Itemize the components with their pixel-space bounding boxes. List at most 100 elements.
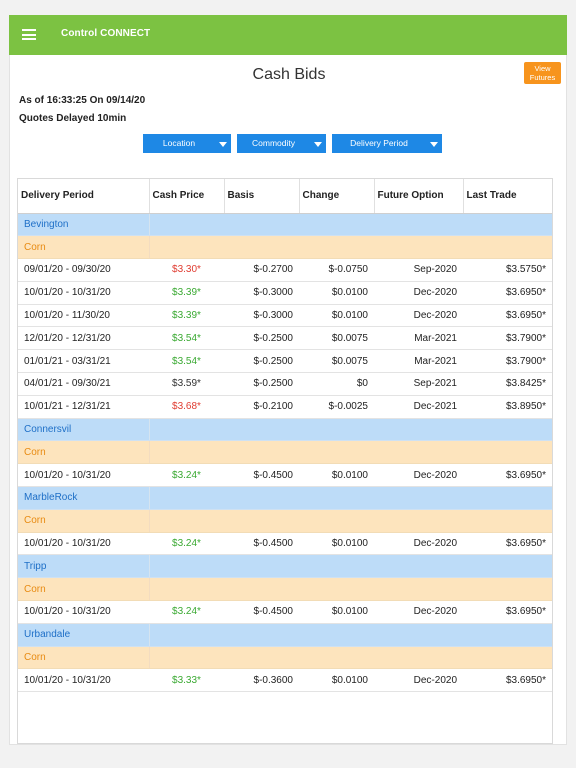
cash-price-cell: $3.24* [149,600,224,624]
change-cell: $0.0100 [299,281,374,305]
cash-bids-table: Delivery Period Cash Price Basis Change … [17,178,553,744]
bid-row: 12/01/20 - 12/31/20 $3.54* $-0.2500 $0.0075… [18,326,552,351]
group-row-spacer [149,440,552,465]
basis-cell: $-0.3000 [224,304,299,328]
change-cell: $0.0075 [299,349,374,374]
future-option-cell: Sep-2020 [374,258,463,282]
location-filter-dropdown[interactable]: Location [143,134,231,153]
location-group-row: MarbleRock [18,486,552,510]
basis-cell: $-0.4500 [224,600,299,624]
change-cell: $-0.0025 [299,395,374,419]
group-row-spacer [149,554,552,579]
caret-down-icon [430,142,438,147]
last-trade-cell: $3.7900* [463,349,552,374]
bid-row: 10/01/20 - 10/31/20 $3.24* $-0.4500 $0.0100… [18,532,552,556]
header-change[interactable]: Change [299,179,375,214]
commodity-filter-label: Commodity [252,138,295,148]
change-cell: $0.0100 [299,304,374,328]
commodity-filter-dropdown[interactable]: Commodity [237,134,326,153]
commodity-group-row: Corn [18,235,552,260]
change-cell: $0.0100 [299,463,374,488]
delivery-period-cell: 10/01/20 - 10/31/20 [18,668,149,693]
as-of-timestamp: As of 16:33:25 On 09/14/20 [19,95,146,106]
bid-row: 04/01/21 - 09/30/21 $3.59* $-0.2500 $0 Sep-2… [18,372,552,396]
view-futures-label-line1: View [534,64,551,73]
change-cell: $0.0100 [299,532,374,556]
group-row-spacer [149,577,552,602]
basis-cell: $-0.4500 [224,532,299,556]
cash-price-cell: $3.54* [149,326,224,351]
header-basis[interactable]: Basis [224,179,300,214]
commodity-name: Corn [18,577,150,602]
last-trade-cell: $3.6950* [463,668,552,693]
future-option-cell: Dec-2020 [374,281,463,305]
cash-price-cell: $3.68* [149,395,224,419]
commodity-name: Corn [18,440,150,465]
quotes-delay-note: Quotes Delayed 10min [19,113,127,124]
basis-cell: $-0.2100 [224,395,299,419]
cash-price-cell: $3.59* [149,372,224,396]
delivery-period-cell: 12/01/20 - 12/31/20 [18,326,149,351]
header-delivery-period[interactable]: Delivery Period [18,179,150,214]
commodity-group-row: Corn [18,440,552,465]
view-futures-label-line2: Futures [529,73,556,82]
group-row-spacer [149,646,552,670]
page-title: Cash Bids [252,66,326,83]
delivery-period-cell: 04/01/21 - 09/30/21 [18,372,149,396]
cash-price-cell: $3.33* [149,668,224,693]
last-trade-cell: $3.6950* [463,281,552,305]
last-trade-cell: $3.6950* [463,463,552,488]
delivery-period-cell: 09/01/20 - 09/30/20 [18,258,149,282]
group-row-spacer [149,418,552,442]
change-cell: $0.0075 [299,326,374,351]
location-name: MarbleRock [18,486,150,510]
change-cell: $0.0100 [299,600,374,624]
location-name: Connersvil [18,418,150,442]
bid-row: 10/01/20 - 10/31/20 $3.24* $-0.4500 $0.0100… [18,463,552,488]
basis-cell: $-0.4500 [224,463,299,488]
future-option-cell: Sep-2021 [374,372,463,396]
last-trade-cell: $3.8425* [463,372,552,396]
location-name: Tripp [18,554,150,579]
change-cell: $0 [299,372,374,396]
group-row-spacer [149,623,552,647]
bid-row: 10/01/20 - 10/31/20 $3.33* $-0.3600 $0.0100… [18,668,552,693]
header-cash-price[interactable]: Cash Price [149,179,225,214]
commodity-group-row: Corn [18,509,552,533]
bid-row: 09/01/20 - 09/30/20 $3.30* $-0.2700 $-0.075… [18,258,552,282]
delivery-period-cell: 10/01/20 - 10/31/20 [18,600,149,624]
cash-price-cell: $3.54* [149,349,224,374]
future-option-cell: Mar-2021 [374,326,463,351]
last-trade-cell: $3.5750* [463,258,552,282]
table-header-row: Delivery Period Cash Price Basis Change … [18,179,552,214]
cash-price-cell: $3.24* [149,532,224,556]
future-option-cell: Dec-2020 [374,532,463,556]
caret-down-icon [219,142,227,147]
last-trade-cell: $3.6950* [463,532,552,556]
future-option-cell: Dec-2020 [374,463,463,488]
future-option-cell: Dec-2020 [374,668,463,693]
delivery-period-cell: 10/01/20 - 10/31/20 [18,532,149,556]
last-trade-cell: $3.7900* [463,326,552,351]
change-cell: $-0.0750 [299,258,374,282]
future-option-cell: Mar-2021 [374,349,463,374]
location-group-row: Bevington [18,213,552,237]
hamburger-menu-icon[interactable] [22,29,36,40]
location-group-row: Urbandale [18,623,552,647]
group-row-spacer [149,235,552,260]
commodity-group-row: Corn [18,577,552,602]
location-group-row: Connersvil [18,418,552,442]
group-row-spacer [149,509,552,533]
cash-price-cell: $3.24* [149,463,224,488]
cash-price-cell: $3.30* [149,258,224,282]
header-future-option[interactable]: Future Option [374,179,464,214]
view-futures-button[interactable]: View Futures [524,62,561,84]
app-title: Control CONNECT [61,28,151,39]
bid-row: 01/01/21 - 03/31/21 $3.54* $-0.2500 $0.0075… [18,349,552,374]
change-cell: $0.0100 [299,668,374,693]
delivery-period-filter-dropdown[interactable]: Delivery Period [332,134,442,153]
table-body: Bevington Corn 09/01/20 - 09/30/20 $3.30* $-… [18,213,552,693]
last-trade-cell: $3.6950* [463,304,552,328]
delivery-period-filter-label: Delivery Period [350,138,408,148]
header-last-trade[interactable]: Last Trade [463,179,552,214]
